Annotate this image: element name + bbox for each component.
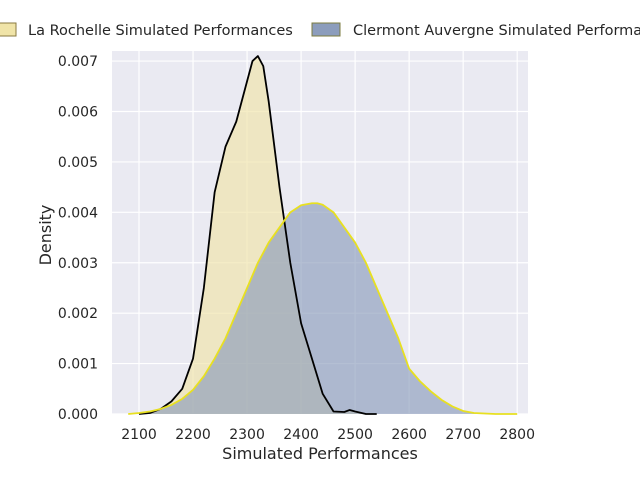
x-tick-label: 2300	[229, 427, 265, 443]
y-tick-label: 0.001	[58, 357, 98, 373]
y-tick-label: 0.006	[58, 105, 98, 121]
series-area-1	[128, 203, 518, 414]
legend: La Rochelle Simulated Performances Clerm…	[0, 22, 640, 39]
y-axis-ticks: 0.000 0.001 0.002 0.003 0.004 0.005 0.006 0.007	[58, 54, 98, 423]
x-tick-label: 2500	[337, 427, 373, 443]
y-tick-label: 0.007	[58, 54, 98, 70]
series-layer	[128, 55, 518, 415]
x-axis-ticks: 2100 2200 2300 2400 2500 2600 2700 2800	[121, 427, 535, 443]
x-tick-label: 2200	[175, 427, 211, 443]
legend-swatch-clermont	[311, 22, 341, 37]
y-tick-label: 0.004	[58, 205, 98, 221]
series-line-1	[128, 202, 518, 415]
y-tick-label: 0.005	[58, 155, 98, 171]
x-tick-label: 2400	[283, 427, 319, 443]
y-axis-label: Density	[36, 205, 55, 266]
series-line-0	[138, 55, 377, 415]
y-tick-label: 0.002	[58, 306, 98, 322]
x-axis-label: Simulated Performances	[222, 444, 418, 463]
x-tick-label: 2100	[121, 427, 157, 443]
x-tick-label: 2700	[445, 427, 481, 443]
x-tick-label: 2600	[391, 427, 427, 443]
y-tick-label: 0.003	[58, 256, 98, 272]
legend-swatch-la-rochelle	[0, 22, 17, 37]
y-tick-label: 0.000	[58, 407, 98, 423]
x-tick-label: 2800	[499, 427, 535, 443]
legend-label-la-rochelle: La Rochelle Simulated Performances	[28, 23, 293, 39]
legend-label-clermont: Clermont Auvergne Simulated Performances	[353, 23, 640, 39]
